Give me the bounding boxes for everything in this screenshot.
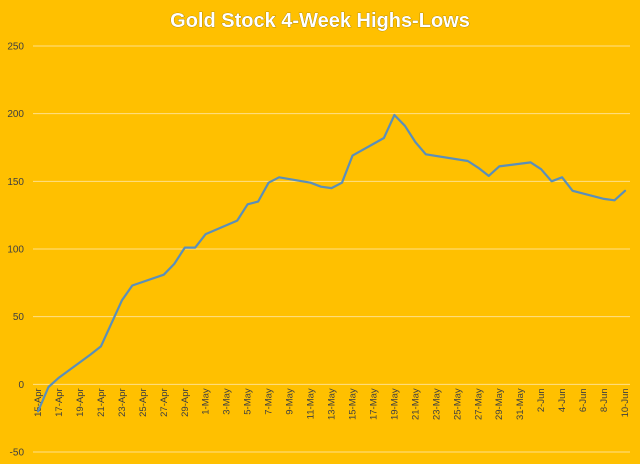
x-tick-label: 2-Jun <box>536 388 547 412</box>
x-tick-label: 23-Apr <box>117 388 128 417</box>
x-tick-label: 9-May <box>285 388 296 415</box>
x-tick-label: 15-Apr <box>33 388 44 417</box>
x-tick-label: 29-Apr <box>180 388 191 417</box>
y-tick-label: 100 <box>7 245 24 256</box>
x-tick-label: 11-May <box>306 388 317 419</box>
y-tick-label: 50 <box>13 312 25 323</box>
x-tick-label: 21-May <box>410 388 421 420</box>
x-tick-label: 15-May <box>347 388 358 420</box>
y-tick-label: 200 <box>7 109 24 120</box>
y-axis-ticks: -50 0 50 100 150 200 250 <box>7 42 24 459</box>
x-tick-label: 21-Apr <box>96 388 107 417</box>
y-tick-label: 150 <box>7 177 24 188</box>
x-tick-label: 13-May <box>327 388 338 420</box>
chart-title: Gold Stock 4-Week Highs-Lows <box>170 10 470 32</box>
series-layer <box>36 113 627 413</box>
x-tick-label: 1-May <box>201 388 212 415</box>
series-line <box>36 113 627 413</box>
x-tick-label: 25-May <box>452 388 463 420</box>
y-tick-label: 250 <box>7 42 24 53</box>
x-tick-label: 3-May <box>222 388 233 415</box>
x-tick-label: 7-May <box>264 388 275 415</box>
x-tick-label: 27-May <box>473 388 484 420</box>
y-tick-label: 0 <box>18 380 24 391</box>
x-tick-label: 19-Apr <box>75 388 86 417</box>
x-tick-label: 17-Apr <box>54 388 65 417</box>
x-tick-label: 17-May <box>368 388 379 420</box>
y-tick-label: -50 <box>10 448 25 459</box>
gridlines <box>33 45 630 453</box>
x-tick-label: 31-May <box>515 388 526 420</box>
x-tick-label: 27-Apr <box>159 388 170 417</box>
x-tick-label: 23-May <box>431 388 442 420</box>
x-tick-label: 19-May <box>389 388 400 420</box>
x-tick-label: 8-Jun <box>599 388 610 412</box>
x-tick-label: 25-Apr <box>138 388 149 417</box>
x-tick-label: 10-Jun <box>620 388 631 417</box>
x-tick-label: 6-Jun <box>578 388 589 412</box>
x-tick-label: 5-May <box>243 388 254 415</box>
x-tick-label: 29-May <box>494 388 505 420</box>
x-axis-ticks: 15-Apr 17-Apr 19-Apr 21-Apr 23-Apr 25-Apr 27-A… <box>33 388 631 420</box>
x-tick-label: 4-Jun <box>557 388 568 412</box>
